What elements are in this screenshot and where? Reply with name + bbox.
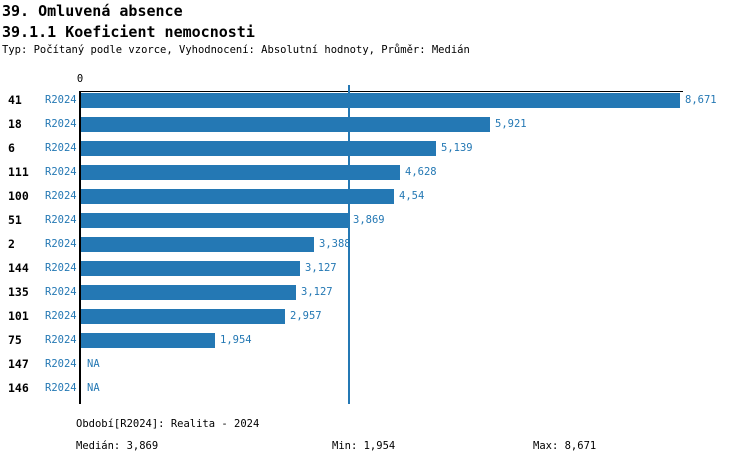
median-line [348,85,350,404]
max-caption: Max: 8,671 [533,440,597,452]
row-bar [81,189,394,204]
row-period-label: R2024 [45,214,77,226]
row-period-label: R2024 [45,238,77,250]
row-bar [81,237,314,252]
report-title: 39. Omluvená absence [2,2,183,20]
row-period-label: R2024 [45,166,77,178]
row-value-label: 8,671 [685,94,717,106]
row-id-label: 100 [8,189,29,203]
row-period-label: R2024 [45,190,77,202]
row-id-label: 18 [8,117,22,131]
indicator-meta: Typ: Počítaný podle vzorce, Vyhodnocení:… [2,44,470,56]
indicator-title: 39.1.1 Koeficient nemocnosti [2,23,255,41]
row-period-label: R2024 [45,310,77,322]
row-value-label: 3,869 [353,214,385,226]
row-id-label: 75 [8,333,22,347]
row-period-label: R2024 [45,286,77,298]
row-value-label: 3,388 [319,238,351,250]
median-caption: Medián: 3,869 [76,440,159,452]
row-bar [81,117,490,132]
row-id-label: 6 [8,141,15,155]
row-value-label: 3,127 [305,262,337,274]
row-bar [81,261,300,276]
row-bar [81,333,215,348]
row-value-label: NA [87,358,100,370]
row-bar [81,285,296,300]
min-caption: Min: 1,954 [332,440,396,452]
row-id-label: 147 [8,357,29,371]
row-value-label: 5,921 [495,118,527,130]
row-id-label: 135 [8,285,29,299]
row-value-label: 2,957 [290,310,322,322]
row-value-label: 4,54 [399,190,425,202]
row-id-label: 2 [8,237,15,251]
row-period-label: R2024 [45,94,77,106]
row-period-label: R2024 [45,358,77,370]
row-value-label: 1,954 [220,334,252,346]
row-id-label: 101 [8,309,29,323]
row-id-label: 111 [8,165,29,179]
row-id-label: 146 [8,381,29,395]
row-value-label: 4,628 [405,166,437,178]
row-value-label: 5,139 [441,142,473,154]
row-id-label: 41 [8,93,22,107]
row-id-label: 144 [8,261,29,275]
row-value-label: 3,127 [301,286,333,298]
period-caption: Období[R2024]: Realita - 2024 [76,418,260,430]
axis-zero-label: 0 [76,73,84,85]
row-period-label: R2024 [45,118,77,130]
row-period-label: R2024 [45,382,77,394]
row-bar [81,213,348,228]
row-value-label: NA [87,382,100,394]
row-bar [81,93,680,108]
x-axis-line [79,91,683,92]
row-period-label: R2024 [45,334,77,346]
row-period-label: R2024 [45,142,77,154]
row-period-label: R2024 [45,262,77,274]
row-bar [81,141,436,156]
y-axis-line [79,91,81,404]
row-bar [81,165,400,180]
row-bar [81,309,285,324]
row-id-label: 51 [8,213,22,227]
